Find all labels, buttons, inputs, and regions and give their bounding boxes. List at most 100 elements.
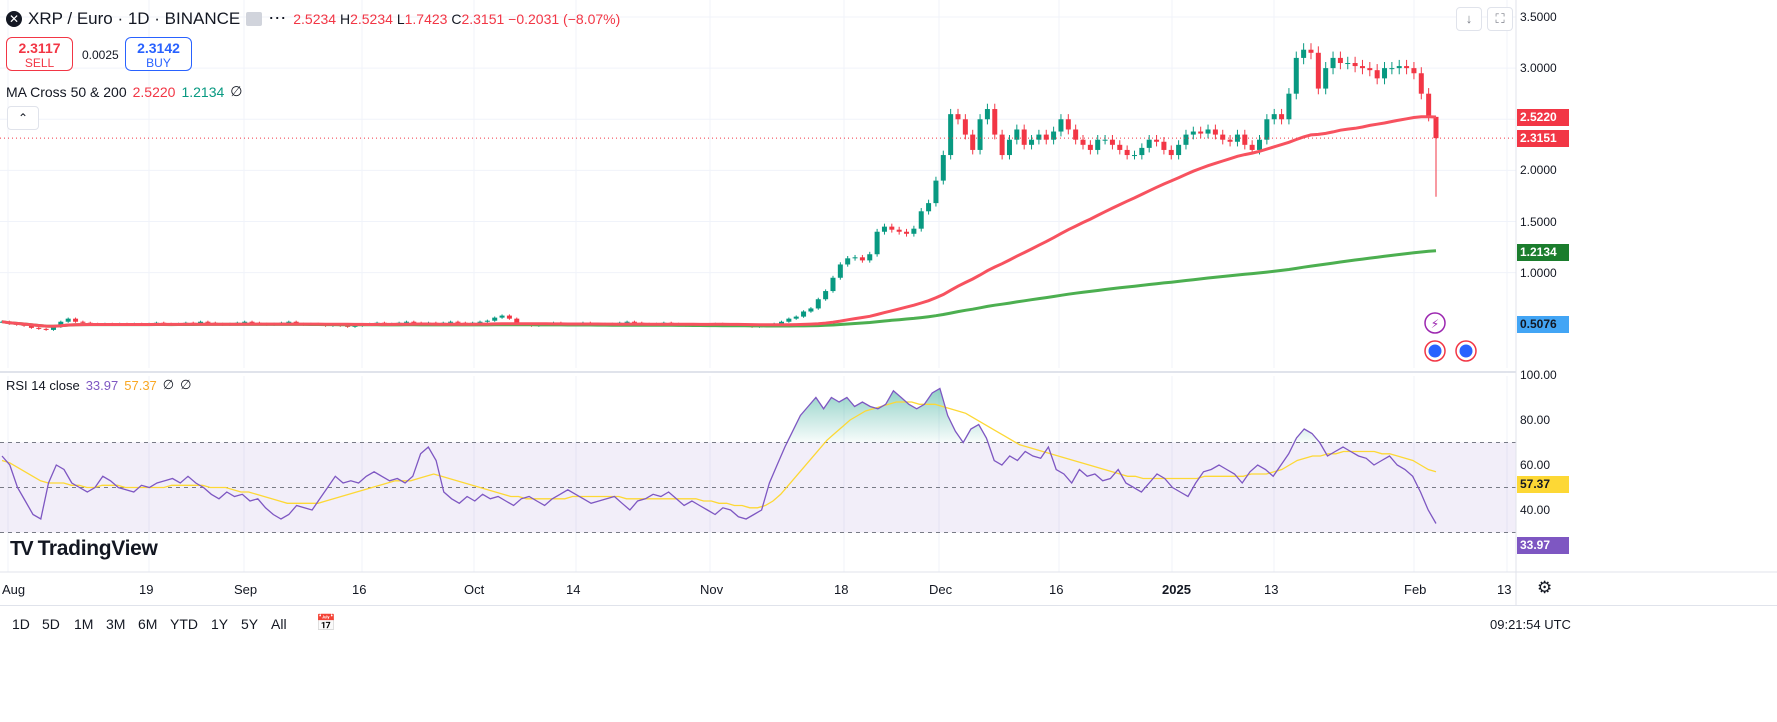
candle-body bbox=[1021, 129, 1027, 145]
price-axis-label: 3.5000 bbox=[1520, 10, 1557, 24]
candle-body bbox=[962, 119, 968, 135]
ellipsis-icon[interactable]: ⋯ bbox=[268, 8, 288, 28]
candle-body bbox=[1352, 63, 1358, 67]
ma-legend[interactable]: MA Cross 50 & 200 2.5220 1.2134 ∅ bbox=[6, 83, 242, 100]
symbol-title[interactable]: XRP / Euro · 1D · BINANCE bbox=[28, 8, 241, 28]
candle-body bbox=[1043, 134, 1049, 140]
candle-body bbox=[1131, 155, 1137, 157]
ohlc-low-label: L bbox=[396, 10, 405, 27]
candle-body bbox=[779, 321, 785, 324]
range-button-6m[interactable]: 6M bbox=[138, 616, 158, 632]
maximize-icon[interactable]: ⛶ bbox=[1487, 7, 1513, 31]
candle-body bbox=[933, 180, 939, 204]
range-button-1d[interactable]: 1D bbox=[12, 616, 30, 632]
candle-body bbox=[352, 325, 358, 327]
sell-button[interactable]: 2.3117 SELL bbox=[6, 37, 73, 71]
candle-body bbox=[1389, 68, 1395, 70]
candle-body bbox=[881, 226, 887, 232]
event-markers[interactable]: ⚡ bbox=[1424, 312, 1477, 362]
candle-body bbox=[80, 321, 86, 323]
sell-label: SELL bbox=[24, 56, 55, 70]
rsi-ma-tag: 57.37 bbox=[1517, 476, 1569, 493]
time-axis-label: 16 bbox=[352, 582, 367, 597]
ohlc-open: 2.5234 bbox=[293, 10, 337, 27]
candle-body bbox=[403, 321, 409, 323]
candle-body bbox=[1073, 129, 1079, 140]
tradingview-logo[interactable]: TV TradingView bbox=[10, 537, 158, 561]
svg-text:⚡: ⚡ bbox=[1431, 317, 1439, 331]
candle-body bbox=[43, 328, 49, 330]
buy-price: 2.3142 bbox=[137, 40, 180, 56]
range-button-ytd[interactable]: YTD bbox=[170, 616, 198, 632]
buy-label: BUY bbox=[146, 56, 171, 70]
candle-body bbox=[992, 109, 998, 135]
candle-body bbox=[1301, 49, 1307, 58]
candle-body bbox=[411, 321, 417, 323]
range-button-5d[interactable]: 5D bbox=[42, 616, 60, 632]
candle-body bbox=[918, 211, 924, 229]
candle-body bbox=[852, 257, 858, 259]
candle-body bbox=[1293, 57, 1299, 94]
candle-body bbox=[484, 320, 490, 322]
candle-body bbox=[1227, 139, 1233, 142]
candle-body bbox=[1411, 68, 1417, 74]
rsi-legend[interactable]: RSI 14 close 33.97 57.37 ∅ ∅ bbox=[6, 377, 191, 393]
candle-body bbox=[1029, 139, 1035, 145]
rsi-axis-label: 60.00 bbox=[1520, 458, 1551, 472]
candle-body bbox=[1433, 116, 1439, 139]
chart-canvas[interactable]: ⚡ bbox=[0, 0, 1777, 605]
rsi-line bbox=[1, 387, 1437, 524]
clock[interactable]: 09:21:54 UTC bbox=[1490, 617, 1571, 632]
last-price-tag: 2.3151 bbox=[1517, 130, 1569, 147]
range-button-1m[interactable]: 1M bbox=[74, 616, 94, 632]
time-axis-label: 16 bbox=[1049, 582, 1064, 597]
rsi-axis-label: 40.00 bbox=[1520, 503, 1551, 517]
buy-button[interactable]: 2.3142 BUY bbox=[125, 37, 192, 71]
spread-value: 0.0025 bbox=[82, 48, 119, 62]
candle-body bbox=[1124, 149, 1130, 156]
gear-icon[interactable]: ⚙ bbox=[1537, 578, 1553, 597]
candle-body bbox=[793, 316, 799, 319]
candle-body bbox=[999, 134, 1005, 156]
candle-body bbox=[50, 326, 56, 330]
time-axis-label: 14 bbox=[566, 582, 581, 597]
ma-slow-line bbox=[1, 249, 1437, 328]
time-axis-label: Oct bbox=[464, 582, 485, 597]
candle-body bbox=[1183, 134, 1189, 145]
range-button-all[interactable]: All bbox=[271, 616, 287, 632]
candle-body bbox=[955, 114, 961, 120]
ohlc-low: 1.7423 bbox=[404, 10, 448, 27]
calendar-icon[interactable]: 📅 bbox=[316, 615, 336, 632]
candle-body bbox=[1161, 141, 1167, 150]
close-icon[interactable]: ✕ bbox=[6, 10, 22, 27]
download-icon[interactable]: ↓ bbox=[1456, 7, 1482, 31]
candle-body bbox=[1426, 93, 1432, 117]
candle-body bbox=[249, 321, 255, 323]
time-axis-label: 13 bbox=[1497, 582, 1512, 597]
range-button-5y[interactable]: 5Y bbox=[241, 616, 259, 632]
candle-body bbox=[1249, 144, 1255, 150]
time-axis-label: 18 bbox=[834, 582, 849, 597]
ma-slow-price-tag: 1.2134 bbox=[1517, 244, 1569, 261]
time-axis-label: Dec bbox=[929, 582, 953, 597]
candle-body bbox=[477, 321, 483, 323]
candle-body bbox=[926, 203, 932, 212]
price-axis-label: 1.0000 bbox=[1520, 265, 1557, 280]
rsi-band bbox=[0, 442, 1516, 533]
candle-body bbox=[36, 327, 42, 329]
collapse-legend-button[interactable]: ⌃ bbox=[7, 106, 39, 130]
time-axis-label: Nov bbox=[700, 582, 724, 597]
candle-body bbox=[1198, 131, 1204, 134]
range-button-3m[interactable]: 3M bbox=[106, 616, 126, 632]
candle-body bbox=[1176, 144, 1182, 156]
range-button-1y[interactable]: 1Y bbox=[211, 616, 229, 632]
lightning-event-icon[interactable] bbox=[1424, 312, 1446, 334]
candle-body bbox=[1117, 144, 1123, 150]
candle-body bbox=[1418, 73, 1424, 94]
candle-body bbox=[1242, 134, 1248, 145]
candle-body bbox=[1139, 147, 1145, 156]
candle-body bbox=[940, 155, 946, 181]
rsi-extra-1: ∅ bbox=[162, 377, 175, 392]
candle-body bbox=[1264, 119, 1270, 140]
candle-body bbox=[514, 318, 520, 324]
